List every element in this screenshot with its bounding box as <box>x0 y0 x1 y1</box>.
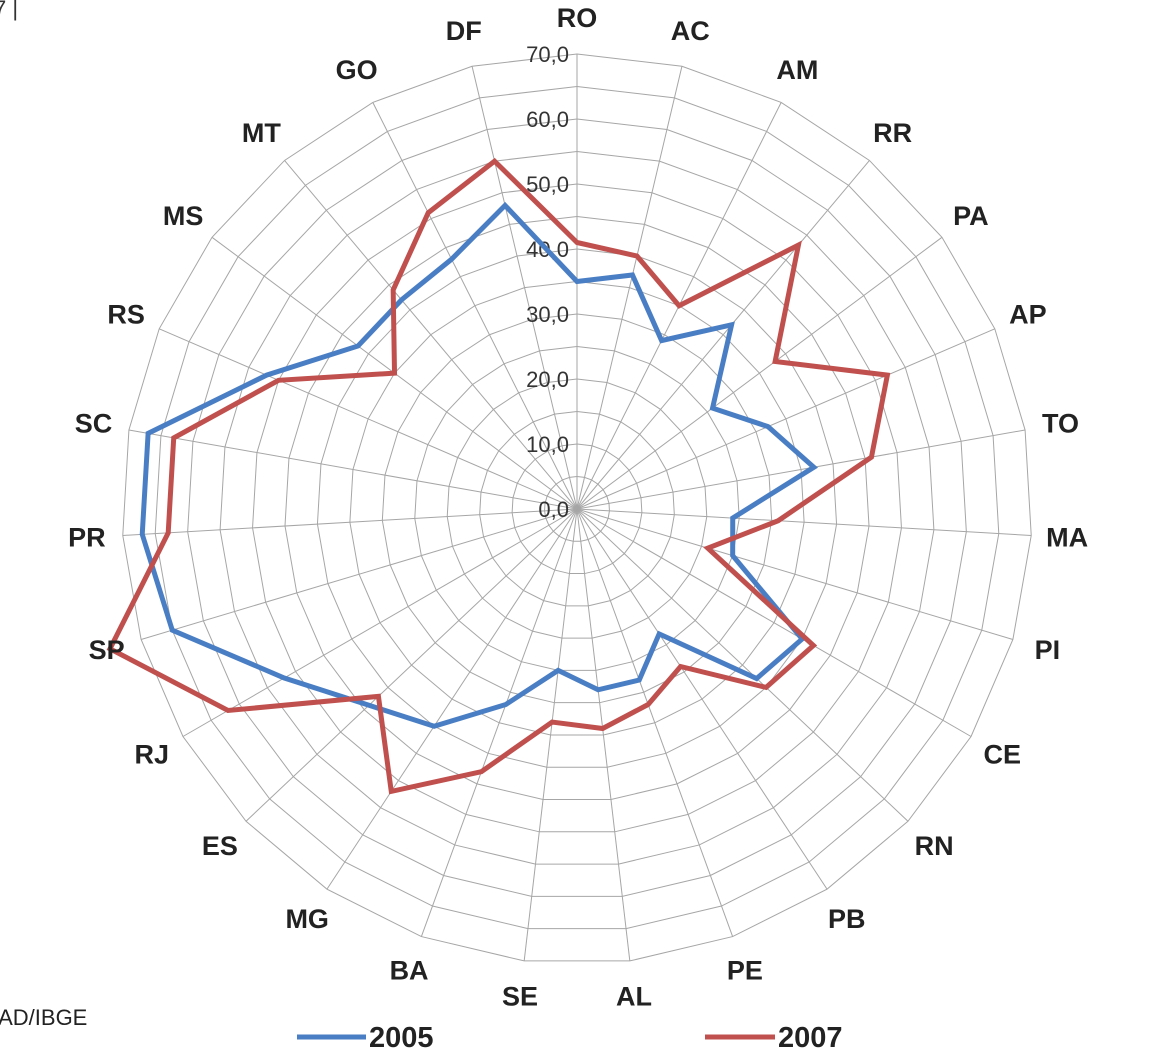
grid-spoke <box>245 508 578 822</box>
category-label-ES: ES <box>202 831 238 861</box>
grid-spoke <box>576 508 631 961</box>
series-layer <box>106 157 891 795</box>
tick-label: 60,0 <box>526 107 569 132</box>
grid-spoke <box>420 508 578 937</box>
category-label-PB: PB <box>828 904 866 934</box>
grid-spoke <box>284 160 578 510</box>
grid-ring <box>511 443 643 575</box>
header-mark: 7 | <box>0 0 18 21</box>
category-label-MT: MT <box>242 118 281 148</box>
grid-spoke <box>576 508 972 737</box>
category-label-TO: TO <box>1042 409 1079 439</box>
grid-ring <box>122 53 1032 962</box>
category-label-PR: PR <box>68 523 106 553</box>
grid-spoke <box>128 429 578 510</box>
category-labels: RO AC AM RR PA AP TO MA PI CE RN PB PE AL SE BA MG ES RJ SP… <box>68 3 1088 1012</box>
grid-spoke <box>576 66 683 510</box>
grid-spoke <box>576 328 995 510</box>
grid-ring <box>479 410 675 607</box>
category-label-SC: SC <box>75 409 113 439</box>
grid-ring <box>154 85 1000 930</box>
category-label-SE: SE <box>502 982 538 1012</box>
grid-ring <box>187 118 967 897</box>
tick-label: 70,0 <box>526 42 569 67</box>
category-label-RR: RR <box>873 118 912 148</box>
grid-ring <box>446 378 708 639</box>
category-label-RO: RO <box>557 3 598 33</box>
grid-spoke <box>159 328 578 510</box>
grid-spoke <box>576 508 909 822</box>
grid-ring <box>284 215 870 801</box>
grid-spoke <box>523 508 578 961</box>
grid-spoke <box>122 508 578 536</box>
category-label-PI: PI <box>1035 635 1061 665</box>
tick-label: 0,0 <box>538 497 569 522</box>
grid-ring <box>381 313 773 704</box>
category-label-PE: PE <box>727 955 763 985</box>
category-label-RS: RS <box>107 300 145 330</box>
grid-ring <box>349 280 805 736</box>
tick-label: 30,0 <box>526 302 569 327</box>
category-label-AP: AP <box>1009 300 1047 330</box>
grid-spoke <box>576 429 1026 510</box>
tick-label: 50,0 <box>526 172 569 197</box>
grid-spoke <box>471 66 578 510</box>
grid-spoke <box>576 508 1014 640</box>
category-label-AL: AL <box>616 982 652 1012</box>
category-label-MS: MS <box>163 201 204 231</box>
category-label-DF: DF <box>446 16 482 46</box>
grid-spoke <box>576 508 734 937</box>
grid-ring <box>252 183 902 833</box>
grid-ring <box>414 345 740 671</box>
grid-spoke <box>576 160 870 510</box>
grid-spoke <box>576 508 828 890</box>
category-label-GO: GO <box>336 55 378 85</box>
category-label-PA: PA <box>953 201 989 231</box>
radar-grid <box>122 53 1032 962</box>
series-line-2005 <box>139 201 819 729</box>
legend-label-2007: 2007 <box>778 1022 843 1051</box>
category-label-RJ: RJ <box>135 740 170 770</box>
series-line-2007 <box>106 157 891 795</box>
grid-spoke <box>372 102 578 510</box>
category-label-BA: BA <box>390 955 429 985</box>
grid-spoke <box>140 508 578 640</box>
category-label-AC: AC <box>671 16 710 46</box>
radial-tick-labels: 0,010,020,030,040,050,060,070,0 <box>526 42 569 522</box>
category-label-RN: RN <box>915 831 954 861</box>
grid-spoke <box>326 508 578 890</box>
category-label-MA: MA <box>1046 523 1088 553</box>
category-label-CE: CE <box>983 740 1021 770</box>
grid-ring <box>316 248 838 768</box>
category-label-SP: SP <box>89 635 125 665</box>
category-label-MG: MG <box>285 904 329 934</box>
grid-ring <box>219 150 935 865</box>
category-label-AM: AM <box>776 55 818 85</box>
legend: 2005 2007 <box>297 1022 843 1051</box>
tick-label: 10,0 <box>526 432 569 457</box>
grid-spoke <box>182 508 578 737</box>
legend-label-2005: 2005 <box>369 1022 434 1051</box>
source-note: IAD/IBGE <box>0 1005 87 1030</box>
grid-spoke <box>576 508 1032 536</box>
tick-label: 20,0 <box>526 367 569 392</box>
grid-ring <box>544 475 610 542</box>
grid-spoke <box>576 236 943 510</box>
